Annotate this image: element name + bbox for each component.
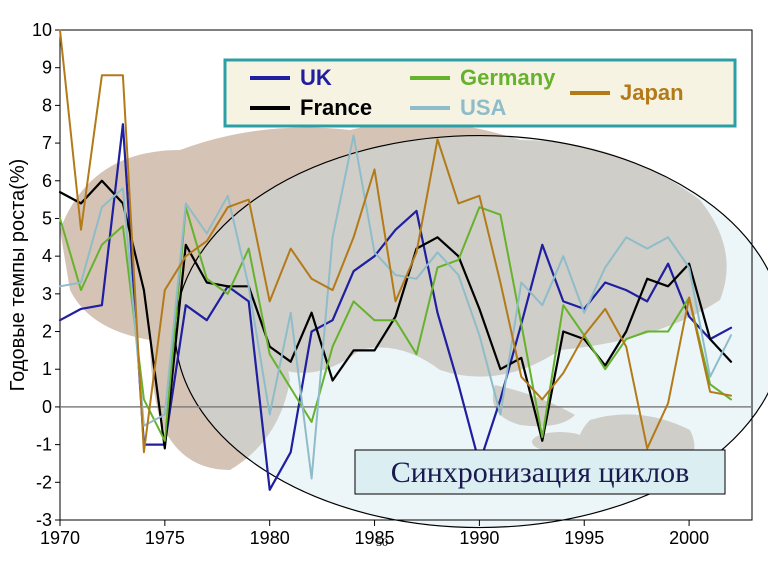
- x-tick-label: 1995: [564, 528, 604, 548]
- y-tick-label: 10: [32, 20, 52, 40]
- growth-cycles-chart: -3 -2 -1 0 1 2 3 4 5 6 7 8 9 10 1970 1975 1980 1985 1990 19…: [0, 0, 768, 576]
- y-tick-label: -2: [36, 472, 52, 492]
- y-tick-label: 6: [42, 171, 52, 191]
- callout-text: Синхронизация циклов: [391, 456, 690, 489]
- y-tick-label: 0: [42, 397, 52, 417]
- legend-label: UK: [300, 65, 332, 90]
- legend-label: France: [300, 95, 372, 120]
- y-tick-label: -1: [36, 435, 52, 455]
- y-tick-label: 7: [42, 133, 52, 153]
- x-tick-label: 1970: [40, 528, 80, 548]
- x-tick-label: 1990: [459, 528, 499, 548]
- chart-svg: -3 -2 -1 0 1 2 3 4 5 6 7 8 9 10 1970 1975 1980 1985 1990 19…: [0, 0, 768, 576]
- legend-label: Japan: [620, 80, 684, 105]
- x-tick-label: 2000: [669, 528, 709, 548]
- y-tick-label: 9: [42, 58, 52, 78]
- x-tick-label: 1985: [355, 528, 395, 548]
- y-tick-label: 1: [42, 359, 52, 379]
- x-tick-label: 1980: [250, 528, 290, 548]
- legend-label: USA: [460, 95, 507, 120]
- y-tick-label: 5: [42, 208, 52, 228]
- y-tick-label: 3: [42, 284, 52, 304]
- y-tick-label: -3: [36, 510, 52, 530]
- legend-label: Germany: [460, 65, 556, 90]
- y-axis-title: Годовые темпы роста(%): [7, 159, 29, 392]
- x-tick-label: 1975: [145, 528, 185, 548]
- y-tick-label: 4: [42, 246, 52, 266]
- y-tick-label: 2: [42, 322, 52, 342]
- y-tick-label: 8: [42, 95, 52, 115]
- page-number: 50: [376, 535, 388, 549]
